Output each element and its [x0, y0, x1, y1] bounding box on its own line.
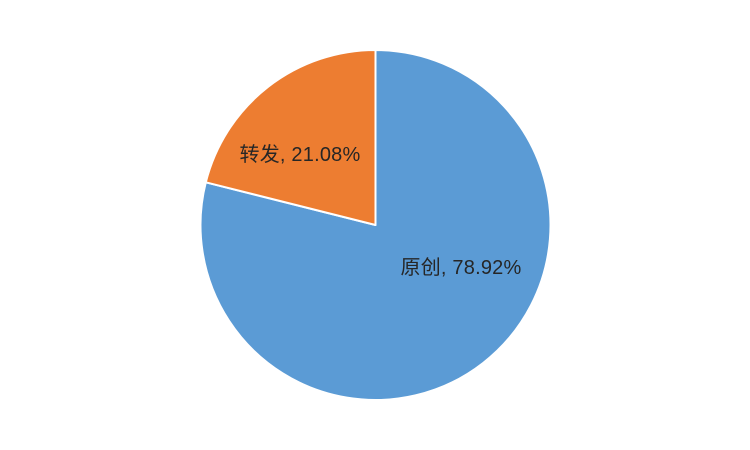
pie-slices-group [199, 49, 552, 401]
pie-slice-zhuanfa [204, 49, 377, 226]
pie-slice-label-zhuanfa: 转发, 21.08% [239, 144, 361, 166]
pie-slice-label-yuanchuang: 原创, 78.92% [400, 257, 522, 279]
